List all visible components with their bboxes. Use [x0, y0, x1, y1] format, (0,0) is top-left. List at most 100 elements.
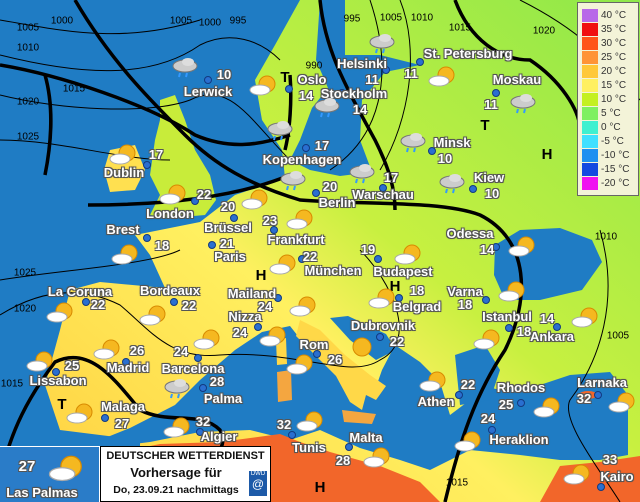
legend-row: -10 °C — [582, 149, 638, 162]
city-dot — [82, 298, 90, 306]
legend-row: 15 °C — [582, 79, 638, 92]
city-dot — [101, 414, 109, 422]
city-name: Barcelona — [161, 361, 225, 376]
sun-cloud-icon — [159, 184, 187, 206]
city-temp: 11 — [365, 72, 379, 87]
sun-cloud-icon — [46, 302, 74, 324]
dwd-logo-text: DWD — [250, 471, 266, 477]
isobar-label: 995 — [229, 15, 247, 27]
sun-cloud-icon — [286, 354, 314, 376]
legend-row: -5 °C — [582, 135, 638, 148]
isobar-label: 1025 — [16, 131, 40, 143]
city-temp: 32 — [276, 417, 292, 432]
sun-cloud-icon — [608, 392, 636, 414]
sun-cloud-icon — [571, 307, 599, 329]
isobar-label: 1010 — [16, 42, 40, 54]
legend-label: 10 °C — [601, 94, 627, 105]
legend-row: 5 °C — [582, 107, 638, 120]
city-dot — [517, 399, 525, 407]
city-dot — [52, 368, 60, 376]
city-dot — [488, 426, 496, 434]
las-palmas-inset: 27 Las Palmas — [0, 446, 100, 502]
city-dot — [553, 323, 561, 331]
isobar-label: 1015 — [445, 477, 469, 489]
city-temp: 14 — [352, 102, 368, 117]
dwd-logo: DWD @ — [249, 471, 267, 496]
city-temp: 28 — [209, 374, 225, 389]
pressure-system-label: H — [255, 267, 267, 284]
city-name: Brüssel — [204, 220, 252, 235]
sun-cloud-icon — [259, 326, 287, 348]
city-temp: 10 — [484, 186, 500, 201]
legend-swatch — [582, 149, 598, 162]
isobar-label: 1015 — [0, 378, 24, 390]
city-temp: 14 — [539, 311, 555, 326]
legend-swatch — [582, 93, 598, 106]
sun-cloud-icon — [533, 397, 561, 419]
city-name: Malaga — [100, 399, 146, 414]
city-temp: 18 — [154, 238, 170, 253]
city-name: Berlin — [318, 195, 356, 210]
isobar-label: 995 — [343, 13, 361, 25]
city-name: Dubrovnik — [350, 318, 416, 333]
isobar-label: 990 — [305, 60, 323, 72]
city-dot — [416, 58, 424, 66]
legend-swatch — [582, 163, 598, 176]
city-name: Palma — [203, 391, 243, 406]
legend-swatch — [582, 37, 598, 50]
legend-row: -20 °C — [582, 177, 638, 190]
city-dot — [597, 483, 605, 491]
city-temp: 22 — [196, 187, 212, 202]
city-temp: 20 — [322, 179, 338, 194]
sun-cloud-icon — [66, 403, 94, 425]
city-temp: 24 — [480, 411, 496, 426]
sun-cloud-icon — [111, 244, 139, 266]
city-name: Stockholm — [320, 86, 388, 101]
city-name: Mailand — [227, 286, 277, 301]
isobar-label: 1015 — [448, 22, 472, 34]
city-dot — [302, 144, 310, 152]
city-name: Minsk — [433, 135, 471, 150]
city-temp: 23 — [262, 213, 278, 228]
sun-icon — [348, 336, 376, 358]
city-temp: 22 — [302, 249, 318, 264]
pressure-system-label: T — [480, 117, 490, 134]
legend-swatch — [582, 65, 598, 78]
city-name: Brest — [106, 222, 140, 237]
isobar-label: 1005 — [169, 15, 193, 27]
city-temp: 11 — [404, 66, 418, 81]
legend-label: 40 °C — [601, 10, 627, 21]
city-dot — [492, 89, 500, 97]
city-temp: 17 — [314, 138, 330, 153]
org-name: DEUTSCHER WETTERDIENST — [106, 450, 265, 462]
city-name: Istanbul — [482, 309, 532, 324]
city-name: Madrid — [106, 360, 150, 375]
city-name: Larnaka — [577, 375, 627, 390]
rain-cloud-icon — [399, 131, 427, 153]
city-name: Dublin — [103, 165, 145, 180]
city-name: Lissabon — [29, 373, 87, 388]
city-name: Malta — [349, 430, 383, 445]
legend-row: 0 °C — [582, 121, 638, 134]
legend-swatch — [582, 23, 598, 36]
rain-cloud-icon — [163, 377, 191, 399]
pressure-system-label: T — [280, 69, 290, 86]
city-dot — [455, 391, 463, 399]
sun-cloud-icon — [26, 351, 54, 373]
sun-cloud-icon — [473, 329, 501, 351]
city-dot — [143, 234, 151, 242]
legend-swatch — [582, 107, 598, 120]
city-temp: 24 — [232, 325, 248, 340]
rain-cloud-icon — [266, 119, 294, 141]
isobar-label: 1025 — [13, 267, 37, 279]
rain-cloud-icon — [509, 92, 537, 114]
city-temp: 22 — [460, 377, 476, 392]
city-temp: 27 — [114, 416, 130, 431]
city-dot — [376, 333, 384, 341]
city-dot — [382, 66, 390, 74]
city-name: Heraklion — [489, 432, 549, 447]
rain-cloud-icon — [313, 96, 341, 118]
city-temp: 22 — [389, 334, 405, 349]
isobar-label: 1010 — [594, 231, 618, 243]
